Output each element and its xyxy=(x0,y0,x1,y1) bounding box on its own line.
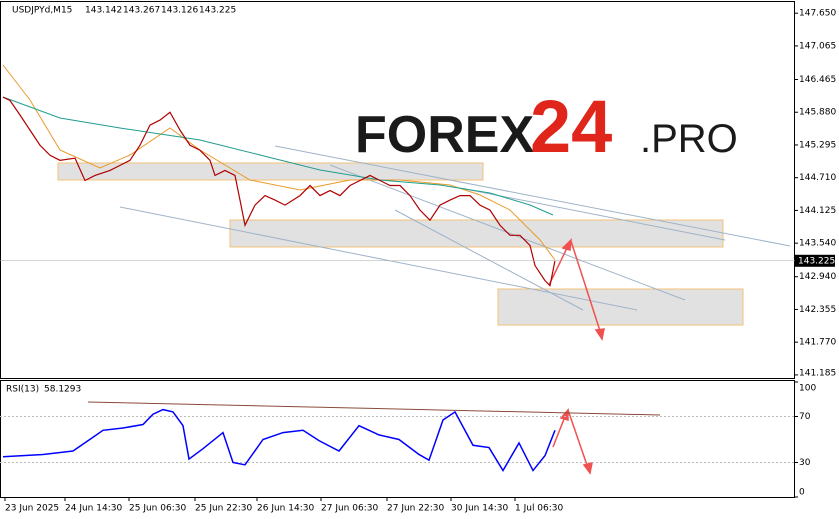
moving-average xyxy=(2,96,554,216)
x-tick-label: 1 Jul 06:30 xyxy=(515,504,564,514)
chart-title: USDJPYd,M15 xyxy=(12,6,72,16)
y-tick-label: 141.770 xyxy=(799,338,836,348)
y-tick-label: 30 xyxy=(799,458,811,468)
y-tick-label: 145.880 xyxy=(799,108,836,118)
x-tick-label: 30 Jun 14:30 xyxy=(451,504,508,514)
forecast-arrows xyxy=(548,237,605,475)
moving-average xyxy=(2,64,556,261)
ohlc-value: 143.267 xyxy=(123,6,160,16)
x-tick-label: 24 Jun 14:30 xyxy=(65,504,122,514)
x-tick-label: 25 Jun 06:30 xyxy=(129,504,186,514)
watermark-number: 24 xyxy=(530,85,612,168)
arrow-head xyxy=(582,461,593,475)
x-tick-label: 27 Jun 06:30 xyxy=(321,504,378,514)
watermark-brand: FOREX xyxy=(355,106,534,164)
y-tick-label: 145.295 xyxy=(799,140,836,150)
rsi-pane xyxy=(0,380,795,498)
price-badge xyxy=(795,254,835,267)
arrow xyxy=(548,243,570,286)
price-badge-label: 143.225 xyxy=(798,256,835,266)
y-tick-label: 143.540 xyxy=(799,239,836,249)
x-tick-label: 23 Jun 2025 xyxy=(5,504,59,514)
y-tick-label: 144.125 xyxy=(799,206,836,216)
y-tick-label: 142.940 xyxy=(799,272,836,282)
rsi-line xyxy=(2,408,556,473)
y-tick-label: 142.355 xyxy=(799,305,836,315)
trendline xyxy=(459,187,726,241)
rsi-title: RSI(13) xyxy=(6,385,39,395)
trendline xyxy=(394,209,584,311)
arrow-head xyxy=(594,328,605,341)
y-tick-label: 147.650 xyxy=(799,9,836,19)
arrow xyxy=(570,240,602,335)
y-tick-label: 141.185 xyxy=(799,369,836,379)
arrow xyxy=(567,409,589,469)
trendline xyxy=(274,145,791,247)
price-pane xyxy=(0,1,795,379)
zone xyxy=(229,219,724,248)
x-tick-label: 27 Jun 22:30 xyxy=(387,504,444,514)
ohlc-value: 143.142 xyxy=(85,6,122,16)
x-tick-label: 26 Jun 14:30 xyxy=(257,504,314,514)
zone xyxy=(57,162,484,181)
zones xyxy=(57,162,744,326)
y-tick-label: 144.710 xyxy=(799,173,836,183)
rsi-last-value: 58.1293 xyxy=(44,385,81,395)
y-tick-label: 0 xyxy=(799,488,805,498)
y-tick-label: 146.465 xyxy=(799,75,836,85)
ohlc-value: 143.126 xyxy=(161,6,198,16)
x-tick-label: 25 Jun 22:30 xyxy=(195,504,252,514)
y-tick-label: 70 xyxy=(799,412,811,422)
y-tick-label: 100 xyxy=(799,384,816,394)
y-tick-label: 147.065 xyxy=(799,41,836,51)
watermark-suffix: .PRO xyxy=(640,117,738,161)
arrow-head xyxy=(561,237,572,251)
rsi-trendline xyxy=(87,401,661,416)
price-line xyxy=(2,96,556,287)
ohlc-value: 143.225 xyxy=(199,6,236,16)
